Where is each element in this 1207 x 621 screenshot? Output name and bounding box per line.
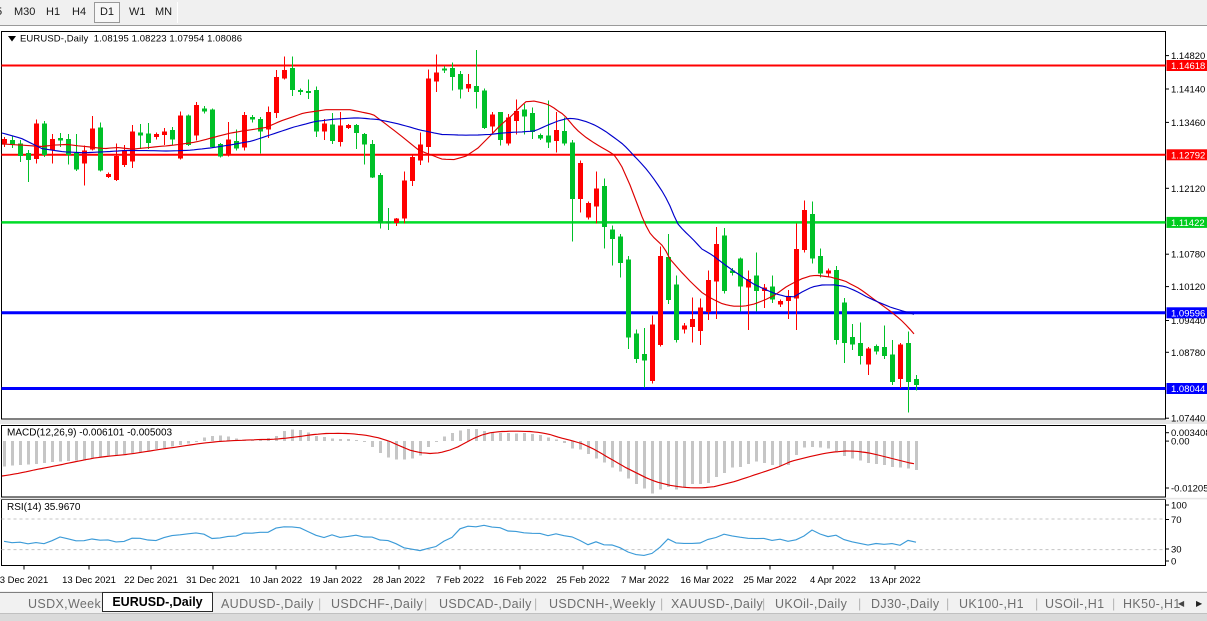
svg-text:4 Apr 2022: 4 Apr 2022	[810, 575, 856, 586]
svg-text:7 Mar 2022: 7 Mar 2022	[621, 575, 669, 586]
svg-text:22 Dec 2021: 22 Dec 2021	[124, 575, 178, 586]
svg-text:30: 30	[1171, 545, 1182, 556]
svg-text:1.11422: 1.11422	[1171, 218, 1205, 229]
svg-text:1.14820: 1.14820	[1171, 51, 1205, 62]
svg-text:0.00: 0.00	[1171, 437, 1190, 448]
svg-text:1.12120: 1.12120	[1171, 184, 1205, 195]
svg-text:0.003408: 0.003408	[1171, 428, 1207, 439]
svg-text:1.14140: 1.14140	[1171, 85, 1205, 96]
svg-text:1.08780: 1.08780	[1171, 348, 1205, 359]
svg-text:1.07440: 1.07440	[1171, 414, 1205, 425]
svg-text:-0.012058: -0.012058	[1171, 484, 1207, 495]
svg-text:10 Jan 2022: 10 Jan 2022	[250, 575, 302, 586]
svg-text:13 Dec 2021: 13 Dec 2021	[62, 575, 116, 586]
svg-text:16 Mar 2022: 16 Mar 2022	[680, 575, 733, 586]
svg-text:31 Dec 2021: 31 Dec 2021	[186, 575, 240, 586]
svg-text:100: 100	[1171, 501, 1187, 512]
svg-text:13 Apr 2022: 13 Apr 2022	[869, 575, 920, 586]
svg-text:7 Feb 2022: 7 Feb 2022	[436, 575, 484, 586]
svg-text:19 Jan 2022: 19 Jan 2022	[310, 575, 362, 586]
svg-text:1.10120: 1.10120	[1171, 282, 1205, 293]
svg-text:1.10780: 1.10780	[1171, 250, 1205, 261]
svg-text:1.12792: 1.12792	[1171, 150, 1205, 161]
svg-text:1.14618: 1.14618	[1171, 61, 1205, 72]
svg-text:3 Dec 2021: 3 Dec 2021	[0, 575, 48, 586]
svg-text:1.09596: 1.09596	[1171, 308, 1205, 319]
svg-text:1.09440: 1.09440	[1171, 316, 1205, 327]
svg-text:28 Jan 2022: 28 Jan 2022	[373, 575, 425, 586]
svg-text:16 Feb 2022: 16 Feb 2022	[493, 575, 546, 586]
svg-text:EURUSD-,Daily 1.08195 1.08223: EURUSD-,Daily 1.08195 1.08223 1.07954 1.…	[20, 34, 242, 45]
svg-text:25 Mar 2022: 25 Mar 2022	[743, 575, 796, 586]
svg-text:1.13460: 1.13460	[1171, 118, 1205, 129]
svg-text:0: 0	[1171, 557, 1176, 568]
svg-text:1.08044: 1.08044	[1171, 384, 1205, 395]
svg-text:MACD(12,26,9) -0.006101 -0.005: MACD(12,26,9) -0.006101 -0.005003	[7, 428, 173, 439]
svg-text:25 Feb 2022: 25 Feb 2022	[556, 575, 609, 586]
svg-text:RSI(14) 35.9670: RSI(14) 35.9670	[7, 502, 81, 513]
svg-text:70: 70	[1171, 515, 1182, 526]
